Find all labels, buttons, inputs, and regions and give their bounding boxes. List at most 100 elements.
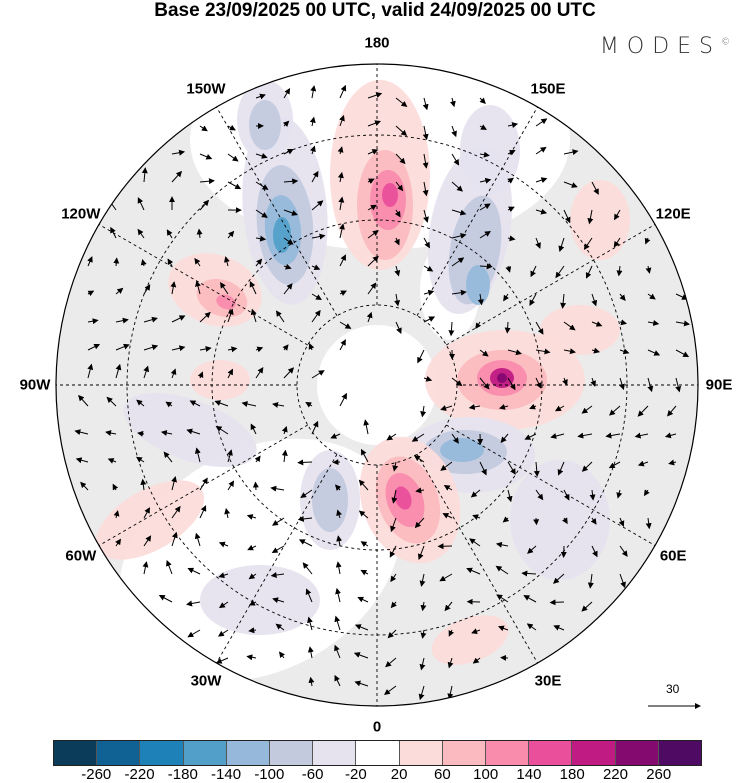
- wind-arrow: [227, 449, 233, 463]
- wind-arrow: [143, 344, 159, 351]
- wind-arrow: [675, 293, 688, 300]
- wind-arrow: [248, 627, 257, 634]
- longitude-label: 30W: [190, 672, 222, 690]
- wind-arrow: [171, 345, 186, 352]
- wind-arrow: [250, 308, 257, 323]
- wind-arrow: [334, 644, 341, 659]
- colorbar-swatch: [572, 741, 616, 765]
- wind-arrow: [278, 651, 285, 659]
- colorbar-tick-label: 60: [434, 766, 451, 783]
- wind-arrow: [141, 167, 148, 183]
- wind-arrow: [521, 570, 537, 577]
- wind-arrow: [643, 489, 650, 497]
- wind-arrow: [143, 316, 158, 323]
- wind-arrow: [366, 311, 373, 323]
- wind-arrow: [367, 230, 379, 239]
- wind-arrow: [336, 535, 343, 547]
- wind-arrow: [171, 149, 186, 156]
- wind-arrow: [614, 209, 621, 221]
- wind-arrow: [448, 321, 455, 337]
- wind-arrow: [390, 517, 397, 533]
- wind-arrow: [166, 229, 173, 239]
- wind-arrow: [619, 319, 628, 326]
- wind-arrow: [616, 489, 623, 499]
- wind-arrow: [423, 237, 430, 249]
- wind-arrow: [227, 181, 242, 190]
- wind-arrow: [246, 654, 257, 661]
- wind-arrow: [283, 178, 299, 185]
- wind-arrow: [189, 400, 201, 407]
- wind-arrow: [390, 601, 397, 609]
- wind-arrow: [87, 256, 93, 267]
- wind-arrow: [447, 685, 454, 700]
- wind-arrow: [563, 181, 578, 188]
- wind-arrow: [507, 377, 516, 391]
- colorbar-swatch: [356, 741, 400, 765]
- wind-arrow: [367, 120, 381, 127]
- wind-arrow: [585, 265, 593, 279]
- wind-arrow: [199, 199, 210, 211]
- anomaly-contour: [510, 460, 610, 580]
- wind-arrow: [250, 423, 257, 435]
- wind-arrow: [470, 489, 481, 498]
- modes-logo: MODES©: [600, 34, 730, 59]
- wind-arrow: [451, 153, 460, 166]
- wind-arrow: [194, 257, 201, 267]
- wind-arrow: [479, 349, 489, 357]
- wind-arrow: [196, 228, 203, 239]
- wind-arrow: [475, 321, 482, 330]
- wind-arrow: [591, 347, 600, 354]
- wind-arrow: [311, 170, 319, 183]
- wind-arrow: [448, 629, 455, 637]
- wind-arrow: [529, 293, 537, 306]
- wind-arrow: [248, 600, 257, 606]
- wind-arrow: [563, 149, 579, 156]
- wind-arrow: [165, 401, 173, 408]
- longitude-label: 60E: [659, 547, 687, 565]
- wind-arrow: [136, 399, 145, 407]
- wind-arrow: [554, 405, 565, 412]
- wind-arrow: [283, 367, 295, 379]
- longitude-label: 180: [364, 34, 390, 52]
- wind-arrow: [479, 203, 491, 211]
- wind-arrow: [605, 432, 621, 439]
- wind-arrow: [451, 209, 467, 216]
- longitude-label: 0: [372, 718, 382, 736]
- wind-arrow: [609, 405, 621, 416]
- wind-arrow: [507, 349, 522, 356]
- wind-arrow: [275, 310, 285, 323]
- wind-arrow: [390, 573, 397, 583]
- wind-arrow: [563, 489, 570, 501]
- wind-arrow: [220, 282, 229, 295]
- wind-arrow: [394, 293, 401, 307]
- wind-arrow: [419, 657, 426, 671]
- wind-arrow: [420, 405, 427, 418]
- wind-arrow: [113, 510, 120, 519]
- wind-arrow: [215, 425, 229, 435]
- wind-arrow: [311, 309, 321, 323]
- wind-arrow: [387, 629, 397, 639]
- wind-arrow: [224, 507, 231, 519]
- wind-arrow: [143, 507, 150, 519]
- wind-arrow: [337, 146, 344, 155]
- wind-arrow: [423, 375, 433, 382]
- wind-arrow: [422, 97, 429, 111]
- longitude-label: 120W: [61, 205, 101, 223]
- wind-arrow: [440, 405, 453, 411]
- logo-mark: ©: [721, 37, 730, 48]
- wind-arrow: [411, 433, 425, 442]
- wind-arrow: [471, 628, 481, 634]
- wind-arrow: [255, 93, 266, 100]
- wind-arrow: [336, 509, 342, 519]
- wind-arrow: [395, 321, 402, 334]
- wind-arrow: [115, 363, 122, 379]
- wind-arrow: [308, 343, 315, 351]
- anomaly-contour: [273, 217, 291, 253]
- colorbar: [53, 740, 702, 766]
- wind-arrow: [339, 290, 347, 296]
- wind-arrow: [187, 629, 201, 638]
- longitude-label: 120E: [655, 205, 691, 223]
- wind-arrow: [418, 685, 425, 701]
- wind-arrow: [619, 377, 625, 391]
- wind-arrow: [186, 600, 201, 607]
